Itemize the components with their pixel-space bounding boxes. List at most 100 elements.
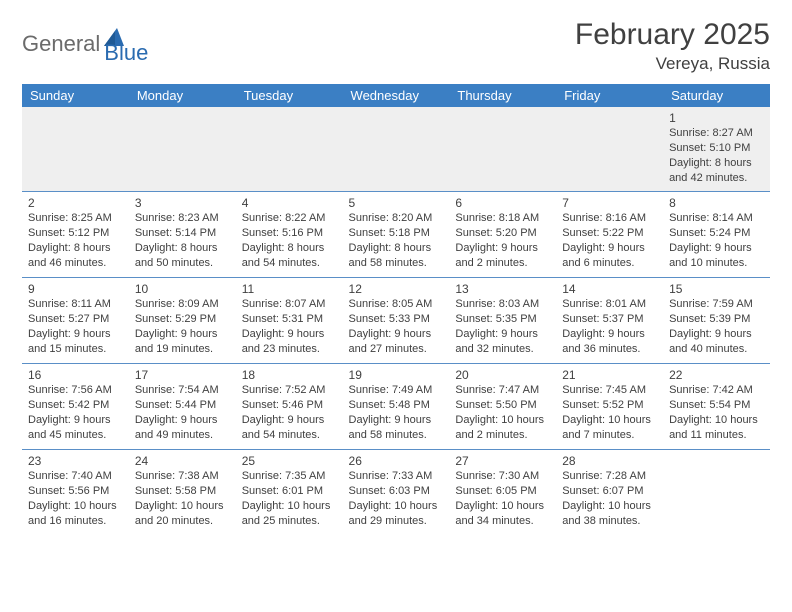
sunrise-line: Sunrise: 7:54 AM (135, 383, 232, 398)
daylight-line: Daylight: 10 hours (28, 499, 125, 514)
weekday-header-row: Sunday Monday Tuesday Wednesday Thursday… (22, 84, 770, 107)
daylight-line: Daylight: 9 hours (669, 327, 766, 342)
weekday-header: Wednesday (343, 84, 450, 107)
calendar-day-cell (663, 450, 770, 536)
sunrise-line: Sunrise: 7:40 AM (28, 469, 125, 484)
daylight-line: Daylight: 9 hours (455, 241, 552, 256)
sunset-line: Sunset: 6:03 PM (349, 484, 446, 499)
calendar-day-cell: 3Sunrise: 8:23 AMSunset: 5:14 PMDaylight… (129, 192, 236, 278)
calendar-week-row: 23Sunrise: 7:40 AMSunset: 5:56 PMDayligh… (22, 450, 770, 536)
day-number: 14 (562, 282, 659, 296)
sunset-line: Sunset: 5:48 PM (349, 398, 446, 413)
calendar-day-cell (449, 107, 556, 192)
sunset-line: Sunset: 5:27 PM (28, 312, 125, 327)
sunset-line: Sunset: 5:58 PM (135, 484, 232, 499)
daylight-line: Daylight: 9 hours (242, 413, 339, 428)
sunrise-line: Sunrise: 7:59 AM (669, 297, 766, 312)
day-number: 24 (135, 454, 232, 468)
day-number: 10 (135, 282, 232, 296)
calendar-day-cell: 10Sunrise: 8:09 AMSunset: 5:29 PMDayligh… (129, 278, 236, 364)
calendar-week-row: 9Sunrise: 8:11 AMSunset: 5:27 PMDaylight… (22, 278, 770, 364)
day-number: 4 (242, 196, 339, 210)
sunset-line: Sunset: 5:42 PM (28, 398, 125, 413)
sunrise-line: Sunrise: 7:45 AM (562, 383, 659, 398)
day-number: 16 (28, 368, 125, 382)
daylight-line: and 58 minutes. (349, 256, 446, 271)
sunset-line: Sunset: 5:22 PM (562, 226, 659, 241)
sunrise-line: Sunrise: 8:11 AM (28, 297, 125, 312)
calendar-day-cell: 13Sunrise: 8:03 AMSunset: 5:35 PMDayligh… (449, 278, 556, 364)
calendar-day-cell: 25Sunrise: 7:35 AMSunset: 6:01 PMDayligh… (236, 450, 343, 536)
daylight-line: Daylight: 9 hours (669, 241, 766, 256)
daylight-line: and 25 minutes. (242, 514, 339, 529)
sunrise-line: Sunrise: 8:20 AM (349, 211, 446, 226)
weekday-header: Friday (556, 84, 663, 107)
daylight-line: Daylight: 10 hours (455, 499, 552, 514)
calendar-day-cell: 2Sunrise: 8:25 AMSunset: 5:12 PMDaylight… (22, 192, 129, 278)
weekday-header: Tuesday (236, 84, 343, 107)
day-number: 6 (455, 196, 552, 210)
daylight-line: and 6 minutes. (562, 256, 659, 271)
sunrise-line: Sunrise: 7:49 AM (349, 383, 446, 398)
daylight-line: and 29 minutes. (349, 514, 446, 529)
daylight-line: Daylight: 9 hours (562, 327, 659, 342)
daylight-line: Daylight: 9 hours (455, 327, 552, 342)
sunset-line: Sunset: 5:44 PM (135, 398, 232, 413)
day-number: 18 (242, 368, 339, 382)
calendar-day-cell: 19Sunrise: 7:49 AMSunset: 5:48 PMDayligh… (343, 364, 450, 450)
daylight-line: Daylight: 10 hours (135, 499, 232, 514)
calendar-day-cell: 15Sunrise: 7:59 AMSunset: 5:39 PMDayligh… (663, 278, 770, 364)
calendar-day-cell: 21Sunrise: 7:45 AMSunset: 5:52 PMDayligh… (556, 364, 663, 450)
daylight-line: Daylight: 8 hours (135, 241, 232, 256)
sunset-line: Sunset: 5:35 PM (455, 312, 552, 327)
day-number: 2 (28, 196, 125, 210)
sunrise-line: Sunrise: 8:14 AM (669, 211, 766, 226)
daylight-line: Daylight: 10 hours (562, 413, 659, 428)
sunrise-line: Sunrise: 8:01 AM (562, 297, 659, 312)
calendar-day-cell: 23Sunrise: 7:40 AMSunset: 5:56 PMDayligh… (22, 450, 129, 536)
calendar-day-cell: 4Sunrise: 8:22 AMSunset: 5:16 PMDaylight… (236, 192, 343, 278)
daylight-line: Daylight: 9 hours (28, 327, 125, 342)
daylight-line: and 36 minutes. (562, 342, 659, 357)
weekday-header: Thursday (449, 84, 556, 107)
sunrise-line: Sunrise: 8:23 AM (135, 211, 232, 226)
daylight-line: and 49 minutes. (135, 428, 232, 443)
daylight-line: and 20 minutes. (135, 514, 232, 529)
sunrise-line: Sunrise: 7:38 AM (135, 469, 232, 484)
sunrise-line: Sunrise: 8:09 AM (135, 297, 232, 312)
calendar-day-cell: 6Sunrise: 8:18 AMSunset: 5:20 PMDaylight… (449, 192, 556, 278)
calendar-day-cell: 12Sunrise: 8:05 AMSunset: 5:33 PMDayligh… (343, 278, 450, 364)
day-number: 17 (135, 368, 232, 382)
day-number: 26 (349, 454, 446, 468)
sunset-line: Sunset: 6:05 PM (455, 484, 552, 499)
day-number: 12 (349, 282, 446, 296)
calendar-week-row: 16Sunrise: 7:56 AMSunset: 5:42 PMDayligh… (22, 364, 770, 450)
calendar-day-cell (22, 107, 129, 192)
sunrise-line: Sunrise: 8:27 AM (669, 126, 766, 141)
sunrise-line: Sunrise: 7:42 AM (669, 383, 766, 398)
day-number: 9 (28, 282, 125, 296)
sunrise-line: Sunrise: 7:28 AM (562, 469, 659, 484)
daylight-line: and 32 minutes. (455, 342, 552, 357)
daylight-line: and 42 minutes. (669, 171, 766, 186)
sunset-line: Sunset: 5:33 PM (349, 312, 446, 327)
calendar-day-cell: 28Sunrise: 7:28 AMSunset: 6:07 PMDayligh… (556, 450, 663, 536)
daylight-line: and 27 minutes. (349, 342, 446, 357)
weekday-header: Saturday (663, 84, 770, 107)
sunrise-line: Sunrise: 8:18 AM (455, 211, 552, 226)
daylight-line: and 16 minutes. (28, 514, 125, 529)
calendar-week-row: 2Sunrise: 8:25 AMSunset: 5:12 PMDaylight… (22, 192, 770, 278)
sunrise-line: Sunrise: 8:16 AM (562, 211, 659, 226)
day-number: 8 (669, 196, 766, 210)
daylight-line: Daylight: 9 hours (349, 413, 446, 428)
daylight-line: and 11 minutes. (669, 428, 766, 443)
sunrise-line: Sunrise: 7:33 AM (349, 469, 446, 484)
calendar-day-cell (556, 107, 663, 192)
brand-part2: Blue (104, 22, 148, 66)
calendar-day-cell: 16Sunrise: 7:56 AMSunset: 5:42 PMDayligh… (22, 364, 129, 450)
title-block: February 2025 Vereya, Russia (575, 18, 770, 74)
daylight-line: Daylight: 8 hours (349, 241, 446, 256)
daylight-line: and 10 minutes. (669, 256, 766, 271)
daylight-line: Daylight: 9 hours (349, 327, 446, 342)
sunrise-line: Sunrise: 8:05 AM (349, 297, 446, 312)
